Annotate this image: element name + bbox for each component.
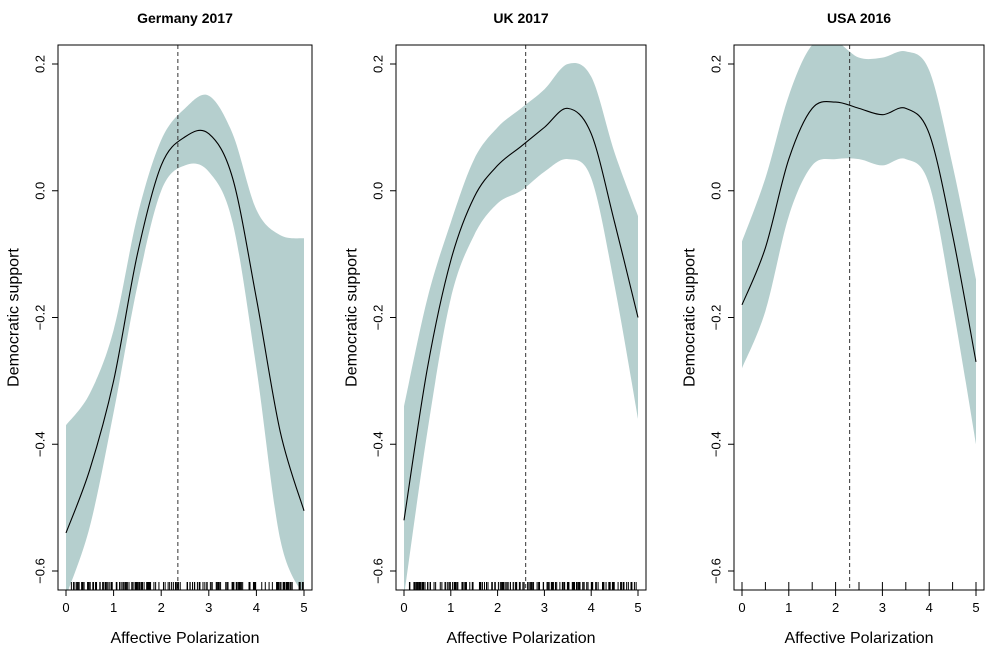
- x-tick-label: 4: [926, 600, 933, 615]
- x-tick-label: 1: [785, 600, 792, 615]
- x-tick-label: 3: [879, 600, 886, 615]
- x-tick-label: 1: [447, 600, 454, 615]
- x-tick-label: 0: [738, 600, 745, 615]
- y-tick-label: 0.0: [371, 182, 386, 200]
- y-tick-label: −0.4: [709, 431, 724, 457]
- y-tick-label: 0.0: [709, 182, 724, 200]
- chart-title: UK 2017: [493, 10, 548, 26]
- x-tick-label: 0: [400, 600, 407, 615]
- rug-marks: [741, 582, 977, 590]
- y-tick-label: 0.2: [709, 55, 724, 73]
- x-tick-label: 1: [110, 600, 117, 615]
- y-tick-label: −0.6: [709, 558, 724, 584]
- x-tick-label: 3: [205, 600, 212, 615]
- x-tick-label: 4: [253, 600, 260, 615]
- x-tick-label: 3: [541, 600, 548, 615]
- x-tick-label: 5: [972, 600, 979, 615]
- chart-panel-3: USA 2016 0 1 2 3 4 5 Affective Polarization −0.6…: [682, 10, 985, 647]
- y-axis-label: Democratic support: [344, 248, 361, 387]
- y-tick-label: −0.6: [371, 558, 386, 584]
- y-axis-label: Democratic support: [6, 248, 23, 387]
- x-tick-label: 0: [62, 600, 69, 615]
- x-tick-label: 5: [300, 600, 307, 615]
- fit-line: [403, 107, 639, 521]
- fit-line: [65, 129, 305, 534]
- confidence-band: [742, 45, 976, 445]
- y-tick-label: −0.6: [33, 558, 48, 584]
- y-tick-label: 0.2: [371, 55, 386, 73]
- x-axis-label: Affective Polarization: [110, 630, 259, 647]
- confidence-band: [66, 94, 304, 590]
- confidence-band: [404, 63, 638, 590]
- y-tick-label: −0.2: [709, 305, 724, 331]
- rug-marks: [408, 582, 637, 590]
- y-axis-label: Democratic support: [682, 248, 699, 387]
- x-tick-label: 2: [832, 600, 839, 615]
- x-tick-label: 4: [588, 600, 595, 615]
- chart-title: Germany 2017: [137, 10, 233, 26]
- chart-title: USA 2016: [827, 10, 891, 26]
- y-tick-label: −0.4: [371, 431, 386, 457]
- rug-marks: [70, 582, 304, 590]
- y-tick-label: −0.2: [33, 305, 48, 331]
- x-tick-label: 2: [494, 600, 501, 615]
- fit-line: [741, 100, 977, 362]
- x-axis-label: Affective Polarization: [446, 630, 595, 647]
- chart-panel-2: UK 2017 0 1 2 3 4 5 Affective Polarization −0.6 −…: [344, 10, 647, 647]
- x-axis-label: Affective Polarization: [784, 630, 933, 647]
- x-tick-label: 5: [634, 600, 641, 615]
- y-tick-label: 0.2: [33, 55, 48, 73]
- chart-panel-1: Germany 2017 0 1 2 3 4 5 Affective Polarization…: [6, 10, 313, 647]
- y-tick-label: 0.0: [33, 182, 48, 200]
- y-tick-label: −0.2: [371, 305, 386, 331]
- x-tick-label: 2: [158, 600, 165, 615]
- y-tick-label: −0.4: [33, 431, 48, 457]
